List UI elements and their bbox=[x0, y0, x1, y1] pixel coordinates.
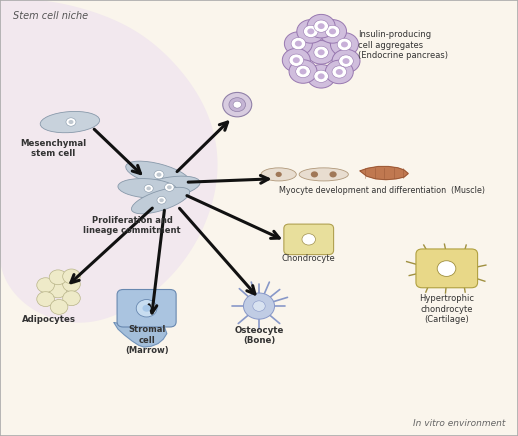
Circle shape bbox=[336, 69, 343, 75]
Text: Hypertrophic
chondrocyte
(Cartilage): Hypertrophic chondrocyte (Cartilage) bbox=[419, 294, 474, 324]
Circle shape bbox=[337, 38, 352, 51]
Circle shape bbox=[318, 49, 325, 55]
Circle shape bbox=[50, 300, 68, 314]
Circle shape bbox=[147, 187, 151, 191]
Text: Adipocytes: Adipocytes bbox=[22, 315, 76, 324]
Circle shape bbox=[233, 101, 241, 108]
Circle shape bbox=[229, 98, 246, 112]
Circle shape bbox=[49, 283, 67, 298]
Circle shape bbox=[282, 48, 310, 72]
Circle shape bbox=[154, 170, 164, 179]
Circle shape bbox=[311, 171, 318, 177]
Circle shape bbox=[157, 196, 166, 204]
Circle shape bbox=[37, 292, 54, 307]
Circle shape bbox=[243, 293, 275, 319]
Circle shape bbox=[339, 55, 353, 67]
Circle shape bbox=[329, 28, 336, 34]
Circle shape bbox=[325, 25, 340, 37]
Text: Stromal
cell
(Marrow): Stromal cell (Marrow) bbox=[125, 325, 168, 355]
Circle shape bbox=[318, 23, 325, 29]
Circle shape bbox=[341, 41, 348, 48]
Ellipse shape bbox=[132, 187, 190, 214]
Text: In vitro environment: In vitro environment bbox=[413, 419, 505, 428]
Circle shape bbox=[304, 25, 318, 37]
Text: Insulin-producing
cell aggregates
(Endocrine pancreas): Insulin-producing cell aggregates (Endoc… bbox=[358, 31, 449, 60]
Circle shape bbox=[165, 183, 174, 191]
Circle shape bbox=[37, 278, 54, 293]
Ellipse shape bbox=[126, 161, 190, 187]
Text: Chondrocyte: Chondrocyte bbox=[282, 254, 336, 263]
FancyBboxPatch shape bbox=[117, 290, 176, 327]
Circle shape bbox=[68, 120, 74, 124]
Circle shape bbox=[63, 269, 80, 284]
Circle shape bbox=[332, 49, 360, 73]
Circle shape bbox=[330, 33, 358, 56]
Circle shape bbox=[307, 41, 335, 64]
Ellipse shape bbox=[137, 176, 200, 199]
Text: Proliferation and
lineage commitment: Proliferation and lineage commitment bbox=[83, 216, 181, 235]
Text: Stem cell niche: Stem cell niche bbox=[13, 11, 88, 21]
Circle shape bbox=[223, 92, 252, 117]
Text: Mesenchymal
stem cell: Mesenchymal stem cell bbox=[20, 139, 87, 158]
Circle shape bbox=[329, 171, 337, 177]
Circle shape bbox=[289, 60, 317, 83]
Circle shape bbox=[167, 185, 172, 189]
Circle shape bbox=[296, 65, 310, 78]
Circle shape bbox=[159, 198, 164, 202]
Circle shape bbox=[144, 184, 153, 192]
Circle shape bbox=[318, 73, 325, 79]
Circle shape bbox=[63, 277, 80, 292]
Circle shape bbox=[136, 300, 157, 317]
Circle shape bbox=[253, 301, 265, 311]
Text: Myocyte development and differentiation  (Muscle): Myocyte development and differentiation … bbox=[279, 186, 485, 195]
Ellipse shape bbox=[40, 112, 99, 133]
Circle shape bbox=[156, 173, 162, 177]
Circle shape bbox=[63, 291, 80, 306]
Circle shape bbox=[276, 172, 282, 177]
Circle shape bbox=[307, 65, 335, 88]
Polygon shape bbox=[0, 0, 218, 323]
Circle shape bbox=[291, 37, 306, 50]
Circle shape bbox=[342, 58, 350, 64]
Ellipse shape bbox=[118, 179, 177, 198]
Ellipse shape bbox=[261, 168, 296, 181]
Circle shape bbox=[314, 46, 328, 58]
Polygon shape bbox=[360, 167, 408, 180]
Circle shape bbox=[289, 54, 304, 66]
Circle shape bbox=[299, 68, 307, 75]
Circle shape bbox=[325, 60, 353, 84]
Circle shape bbox=[293, 57, 300, 63]
Circle shape bbox=[314, 20, 328, 32]
Circle shape bbox=[307, 28, 314, 34]
Circle shape bbox=[319, 20, 347, 43]
Circle shape bbox=[307, 14, 335, 38]
Circle shape bbox=[142, 305, 151, 312]
Circle shape bbox=[66, 118, 76, 126]
Circle shape bbox=[295, 41, 302, 47]
Ellipse shape bbox=[299, 168, 349, 181]
Circle shape bbox=[284, 32, 312, 55]
Circle shape bbox=[49, 270, 67, 285]
FancyBboxPatch shape bbox=[416, 249, 478, 288]
Circle shape bbox=[332, 66, 347, 78]
Text: Osteocyte
(Bone): Osteocyte (Bone) bbox=[234, 326, 284, 345]
Circle shape bbox=[302, 234, 315, 245]
Circle shape bbox=[314, 70, 328, 82]
FancyBboxPatch shape bbox=[284, 224, 334, 255]
Circle shape bbox=[437, 261, 456, 276]
Circle shape bbox=[297, 20, 325, 43]
Polygon shape bbox=[114, 319, 167, 347]
